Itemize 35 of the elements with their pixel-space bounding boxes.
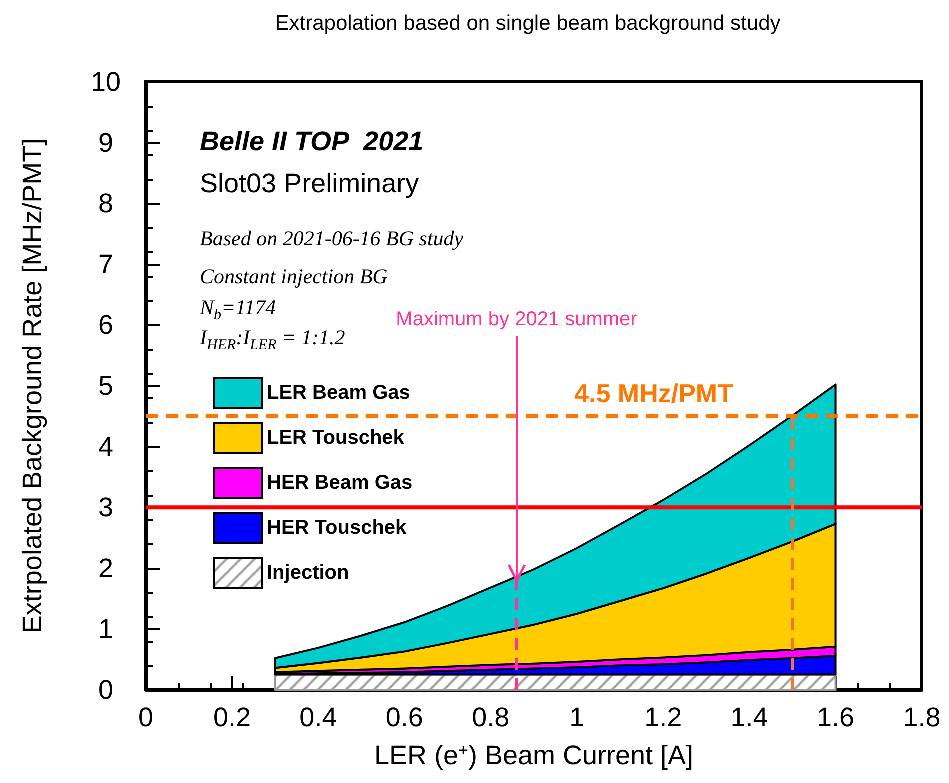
y-tick-label: 10: [90, 67, 122, 97]
ref-line-label: 4.5 MHz/PMT: [574, 378, 734, 408]
annotation: Based on 2021-06-16 BG study: [200, 226, 464, 250]
y-tick-label: 0: [98, 675, 114, 705]
annotation: Belle II TOP 2021: [200, 126, 424, 156]
y-tick-label: 2: [98, 553, 114, 584]
y-tick-label: 9: [98, 128, 114, 158]
y-tick-label: 1: [98, 614, 114, 644]
x-tick-label: 0.4: [300, 702, 338, 732]
y-tick-label: 7: [98, 249, 114, 280]
y-tick-label: 8: [98, 188, 114, 219]
y-tick-label: 4: [98, 432, 114, 462]
x-tick-label: 0.8: [472, 702, 510, 732]
x-tick-label: 1.8: [903, 702, 941, 732]
legend-label: Injection: [267, 562, 350, 584]
legend-label: HER Beam Gas: [267, 472, 413, 494]
x-tick-label: 1.6: [817, 702, 855, 732]
annotation: Constant injection BG: [200, 264, 388, 288]
x-tick-label: 1.2: [644, 702, 682, 732]
x-tick-label: 0.2: [213, 702, 251, 732]
x-axis-title: LER (e+) Beam Current [A]: [374, 740, 694, 770]
y-axis-title: Extrpolated Background Rate [MHz/PMT]: [18, 138, 48, 634]
legend-label: LER Beam Gas: [267, 382, 410, 404]
annotation: Slot03 Preliminary: [200, 168, 420, 198]
y-tick-label: 6: [98, 310, 114, 340]
x-tick-label: 0.6: [386, 702, 424, 732]
legend-label: HER Touschek: [267, 517, 408, 539]
x-tick-label: 1: [570, 702, 585, 732]
chart-title: Extrapolation based on single beam background study: [275, 12, 782, 35]
x-tick-label: 1.4: [730, 702, 768, 732]
y-tick-label: 5: [98, 371, 114, 401]
annotation: Maximum by 2021 summer: [396, 308, 638, 331]
y-tick-label: 3: [98, 492, 114, 523]
legend-label: LER Touschek: [267, 427, 406, 449]
x-tick-label: 0: [138, 702, 154, 732]
